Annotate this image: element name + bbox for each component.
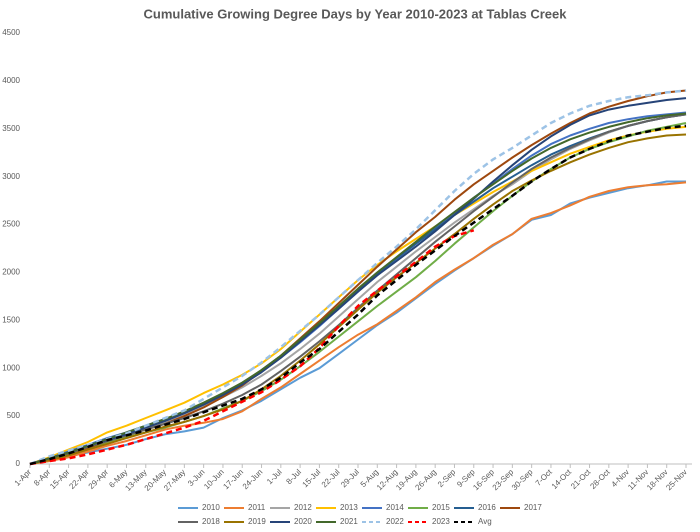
legend-label: 2019: [248, 517, 266, 526]
x-tick-label: 30-Sep: [510, 467, 535, 492]
legend-label: 2013: [340, 503, 358, 512]
y-tick-label: 3000: [2, 172, 20, 181]
series-line: [29, 180, 686, 465]
series-line: [29, 124, 687, 466]
x-tick-label: 14-Oct: [550, 467, 574, 491]
x-tick-label: 10-Jun: [202, 468, 226, 492]
legend-label: 2015: [432, 503, 450, 512]
series-line: [29, 89, 687, 466]
y-tick-label: 3500: [2, 124, 20, 133]
legend-label: 2016: [478, 503, 496, 512]
legend-label: 2020: [294, 517, 312, 526]
series-line: [29, 97, 687, 465]
series-line: [29, 133, 687, 465]
x-tick-label: 1-Jul: [265, 467, 284, 486]
legend-label: 2023: [432, 517, 450, 526]
legend-label: Avg: [478, 517, 492, 526]
y-tick-label: 4500: [2, 28, 20, 37]
y-tick-label: 2000: [2, 268, 20, 277]
series-line: [29, 112, 687, 465]
y-tick-label: 500: [7, 411, 21, 420]
x-tick-label: 29-Apr: [87, 467, 111, 491]
series-line: [29, 181, 687, 465]
legend-label: 2011: [248, 503, 266, 512]
y-tick-label: 4000: [2, 76, 20, 85]
x-tick-label: 21-Oct: [569, 467, 593, 491]
x-tick-label: 15-Apr: [48, 467, 72, 491]
x-tick-label: 29-Jul: [339, 467, 361, 489]
legend-label: 2022: [386, 517, 404, 526]
chart-title: Cumulative Growing Degree Days by Year 2…: [144, 6, 568, 21]
legend-label: 2018: [202, 517, 220, 526]
legend-label: 2012: [294, 503, 312, 512]
x-tick-label: 1-Apr: [13, 467, 33, 487]
legend-label: 2014: [386, 503, 404, 512]
legend-label: 2010: [202, 503, 220, 512]
series-line: [29, 122, 687, 465]
y-tick-label: 1000: [2, 363, 20, 372]
x-tick-label: 22-Apr: [67, 467, 91, 491]
legend-label: 2021: [340, 517, 358, 526]
x-tick-label: 24-Jun: [241, 468, 265, 492]
series-line: [29, 89, 687, 465]
y-tick-label: 1500: [2, 315, 20, 324]
x-tick-label: 17-Jun: [221, 468, 245, 492]
y-tick-label: 2500: [2, 220, 20, 229]
series-line: [29, 125, 687, 465]
x-tick-label: 28-Oct: [588, 467, 612, 491]
x-tick-label: 22-Jul: [320, 467, 342, 489]
x-tick-label: 26-Aug: [413, 468, 438, 493]
x-tick-label: 2-Sep: [436, 467, 458, 489]
x-tick-label: 15-Jul: [301, 467, 323, 489]
x-tick-label: 25-Nov: [664, 468, 689, 493]
y-tick-label: 0: [16, 459, 21, 468]
series-line: [29, 229, 475, 466]
x-tick-label: 27-May: [162, 468, 187, 493]
legend-label: 2017: [524, 503, 542, 512]
